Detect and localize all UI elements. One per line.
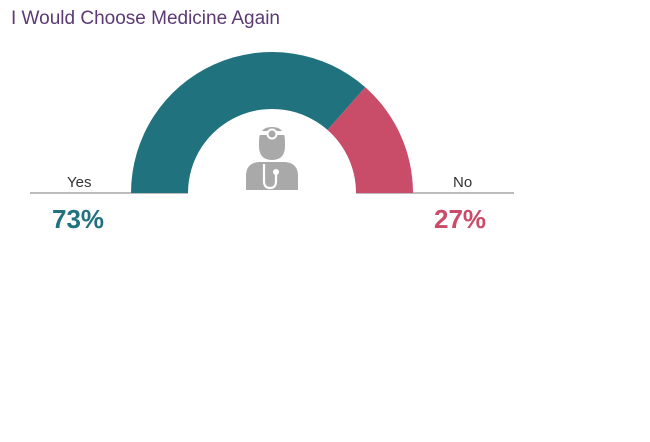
- data-label-no: 27%: [434, 204, 486, 234]
- gauge-segment-yes: [131, 52, 366, 193]
- legend-label-no: No: [453, 174, 472, 191]
- legend-label-yes: Yes: [67, 174, 91, 191]
- gauge-segment-no: [327, 87, 413, 193]
- chart-title: I Would Choose Medicine Again: [11, 8, 280, 29]
- data-label-yes: 73%: [52, 204, 104, 234]
- doctor-with-stethoscope-icon: [246, 127, 298, 190]
